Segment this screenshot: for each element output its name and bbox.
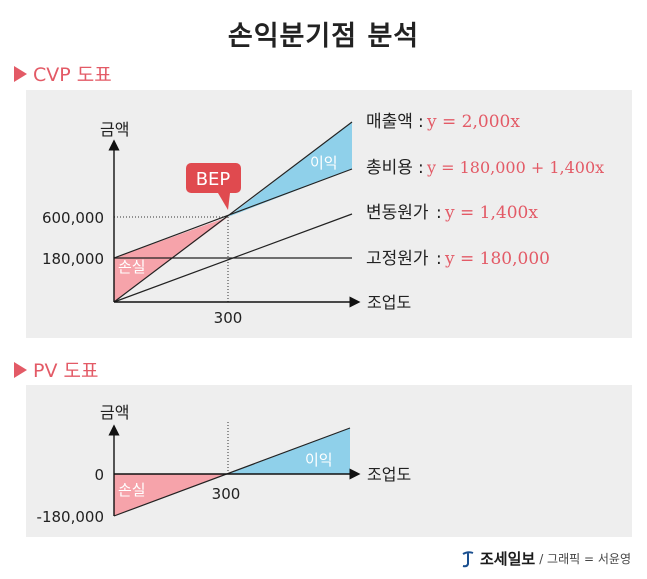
cvp-variable-cost-formula: y = 1,400x [444,203,538,223]
cvp-total-cost-formula: y = 180,000 + 1,400x [426,158,604,177]
cvp-heading-label: CVP 도표 [33,64,112,86]
cvp-loss-label: 손실 [118,258,146,276]
cvp-sales-colon: : [418,112,424,132]
graphic-credit: / 그래픽 = 서윤영 [539,552,631,566]
triangle-bullet-icon [14,361,27,378]
cvp-sales-name: 매출액 [366,112,413,132]
cvp-fixed-cost-formula: y = 180,000 [444,249,550,269]
cvp-variable-cost-colon: : [436,203,442,223]
cvp-total-cost-name: 총비용 [366,158,413,178]
pv-loss-label: 손실 [118,481,146,499]
footer: 조세일보 / 그래픽 = 서윤영 [460,548,631,569]
cvp-total-cost-line [113,168,353,259]
pv-y-tick-neg180000: -180,000 [37,508,104,526]
cvp-y-axis-label: 금액 [100,120,129,139]
brand-logo-icon [462,550,474,567]
cvp-x-axis-label: 조업도 [367,293,411,312]
page-title: 손익분기점 분석 [227,21,420,52]
cvp-total-cost-colon: : [418,158,424,178]
pv-heading: PV 도표 [14,356,98,383]
triangle-bullet-icon [14,65,27,82]
pv-profit-line [113,427,351,517]
cvp-x-tick-300: 300 [214,309,243,327]
pv-profit-label: 이익 [305,451,333,469]
cvp-sales-line [113,121,353,303]
cvp-variable-cost-name: 변동원가 [366,203,429,223]
pv-x-tick-300: 300 [212,485,241,503]
cvp-fixed-cost-name: 고정원가 [366,249,429,269]
cvp-sales-formula: y = 2,000x [426,112,520,132]
cvp-fixed-cost-colon: : [436,249,442,269]
cvp-y-tick-180000: 180,000 [42,250,104,268]
cvp-heading: CVP 도표 [14,60,112,87]
cvp-profit-label: 이익 [310,154,338,172]
pv-heading-label: PV 도표 [33,360,99,382]
pv-y-axis-label: 금액 [100,403,129,422]
cvp-y-tick-600000: 600,000 [42,209,104,227]
bep-badge-label: BEP [196,169,231,190]
bep-badge: BEP [186,163,241,210]
brand-name: 조세일보 [480,550,536,568]
pv-y-tick-0: 0 [94,466,104,484]
pv-x-axis-label: 조업도 [367,465,411,484]
